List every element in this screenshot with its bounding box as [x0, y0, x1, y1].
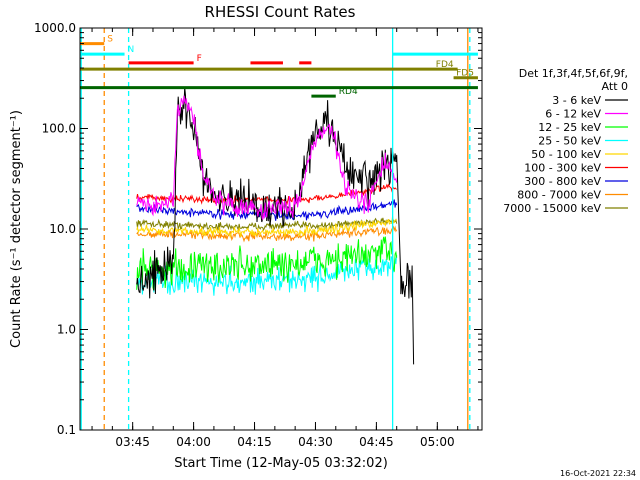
y-tick-label: 0.1 — [57, 423, 76, 437]
series-line-7000-15000-kev — [136, 217, 398, 232]
flag-label-f: F — [197, 54, 202, 64]
legend-label-6: 300 - 800 keV — [524, 175, 601, 188]
x-tick-label: 05:00 — [420, 435, 455, 449]
legend-header: Det 1f,3f,4f,5f,6f,9f, — [519, 67, 628, 80]
y-axis-label: Count Rate (s⁻¹ detector segment⁻¹) — [9, 110, 24, 348]
x-tick-label: 04:45 — [359, 435, 394, 449]
flag-label-fd4: FD4 — [436, 60, 454, 70]
series-line-50-100-kev — [136, 215, 397, 239]
flag-label-rd0: RD0 — [481, 79, 500, 89]
legend-label-4: 50 - 100 keV — [531, 148, 601, 161]
legend-label-0: 3 - 6 keV — [552, 94, 601, 107]
y-tick-label: 100.0 — [42, 122, 76, 136]
y-tick-label: 1.0 — [57, 323, 76, 337]
legend-label-1: 6 - 12 keV — [545, 108, 601, 121]
legend-label-3: 25 - 50 keV — [538, 135, 601, 148]
legend-label-5: 100 - 300 keV — [524, 162, 601, 175]
series-line-800-7000-kev — [136, 225, 398, 243]
x-tick-label: 04:30 — [298, 435, 333, 449]
flag-label-rd4: RD4 — [339, 87, 358, 97]
y-tick-label: 1000.0 — [34, 21, 76, 35]
y-tick-label: 10.0 — [49, 222, 76, 236]
series-line-6-12-kev — [136, 95, 398, 220]
x-axis-label: Start Time (12-May-05 03:32:02) — [174, 456, 388, 471]
flag-label-n: N — [128, 45, 135, 55]
legend-label-7: 800 - 7000 keV — [517, 189, 601, 202]
series-line-25-50-kev — [136, 253, 398, 296]
x-tick-label: 04:15 — [237, 435, 272, 449]
flag-label-fd5: FD5 — [456, 69, 474, 79]
x-tick-label: 03:45 — [115, 435, 150, 449]
legend-label-2: 12 - 25 keV — [538, 121, 601, 134]
legend-label-8: 7000 - 15000 keV — [503, 202, 601, 215]
flag-label-s: S — [107, 35, 113, 45]
chart-title: RHESSI Count Rates — [205, 3, 356, 21]
x-tick-label: 04:00 — [176, 435, 211, 449]
legend-attenuator: Att 0 — [602, 80, 628, 93]
series-line-12-25-kev — [136, 236, 398, 291]
timestamp: 16-Oct-2021 22:34 — [560, 469, 636, 478]
